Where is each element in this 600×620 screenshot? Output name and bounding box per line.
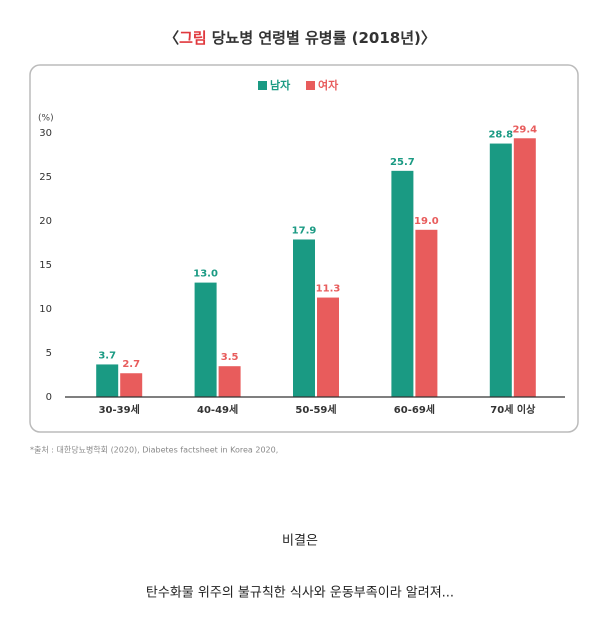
title-bracket: 〈 [164,29,179,47]
value-label: 3.5 [221,352,239,363]
bar [317,297,339,397]
y-tick-label: 5 [46,348,52,359]
legend-swatch [306,81,315,90]
source-note: *출처 : 대한당뇨병학회 (2020), Diabetes factsheet… [30,445,278,455]
bar [513,138,536,397]
value-label: 29.4 [512,124,537,135]
y-tick-label: 20 [39,216,52,227]
bar [293,239,315,397]
title-label: 그림 [179,29,207,47]
body-text: 비결은 [282,534,318,549]
title-text: 당뇨병 연령별 유병률 (2018년)〉 [212,29,436,47]
x-tick-label: 70세 이상 [490,403,536,416]
y-tick-label: 10 [39,304,52,315]
value-label: 19.0 [414,216,439,227]
legend-swatch [258,81,267,90]
bar [120,373,143,397]
value-label: 3.7 [98,350,116,361]
value-label: 2.7 [122,359,140,370]
body-text: 탄수화물 위주의 불규칙한 식사와 운동부족이라 알려져... [146,586,454,601]
chart-frame [29,64,579,433]
y-tick-label: 0 [46,392,52,403]
x-tick-label: 40-49세 [197,403,238,416]
bar [415,229,438,397]
legend-label: 여자 [318,78,339,92]
value-label: 25.7 [390,157,415,168]
x-tick-label: 60-69세 [394,403,435,416]
x-tick-label: 50-59세 [295,403,336,416]
bar [218,366,241,397]
value-label: 28.8 [488,130,513,141]
y-tick-label: 15 [39,260,52,271]
value-label: 11.3 [316,284,341,295]
chart-title: 〈그림 당뇨병 연령별 유병률 (2018년)〉 [164,29,436,47]
bar [489,143,512,397]
x-tick-label: 30-39세 [99,403,140,416]
y-tick-label: 25 [39,172,52,183]
y-axis-label: (%) [38,114,54,124]
bar [96,364,119,397]
value-label: 17.9 [292,225,317,236]
bar [391,170,414,397]
legend-label: 남자 [270,78,291,92]
value-label: 13.0 [193,269,218,280]
bar [194,282,217,397]
y-tick-label: 30 [39,128,52,139]
